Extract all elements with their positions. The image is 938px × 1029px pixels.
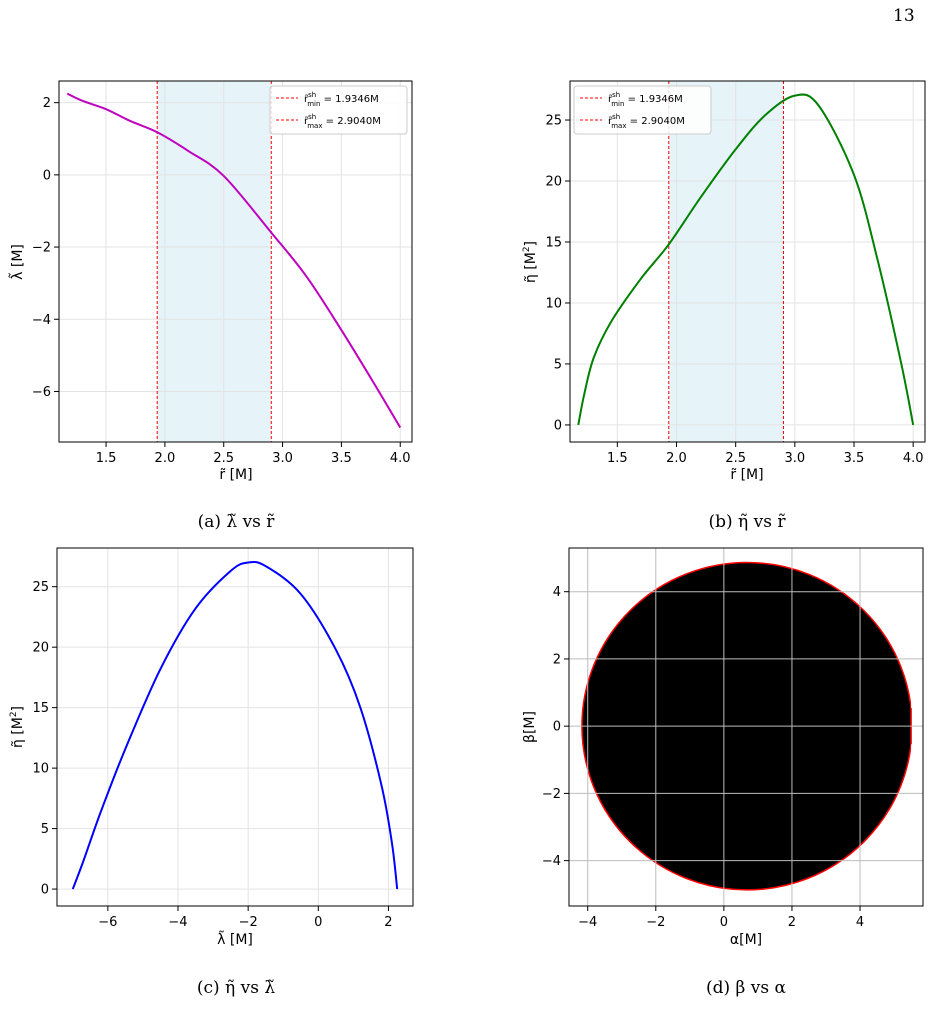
panel-d-xlabel: α[M] xyxy=(730,932,762,948)
x-tick-label: −2 xyxy=(646,915,665,930)
panel-c-plot xyxy=(57,548,413,906)
panel-b-ylabel: η̃ [M2] xyxy=(522,241,539,283)
x-tick-label: 2.0 xyxy=(666,451,687,466)
subfigure-captions: (a) λ̃ vs r̃ (b) η̃ vs r̃ (c) η̃ vs λ̃ (… xyxy=(197,512,787,998)
y-tick-label: 2 xyxy=(43,96,51,111)
panel-b-plot xyxy=(570,81,925,442)
x-tick-label: −4 xyxy=(578,915,597,930)
y-tick-label: −2 xyxy=(542,787,561,802)
panel-a-curve xyxy=(66,92,402,429)
shadow-region-band xyxy=(157,81,272,442)
y-tick-label: 0 xyxy=(43,168,51,183)
y-tick-label: 20 xyxy=(545,175,562,190)
panel-d-plot xyxy=(569,548,923,906)
panel-d-ylabel: β[M] xyxy=(522,711,538,743)
x-tick-label: 4 xyxy=(856,915,864,930)
x-tick-label: 0 xyxy=(314,915,322,930)
y-tick-label: 4 xyxy=(553,585,561,600)
caption-c: (c) η̃ vs λ̃ xyxy=(197,978,276,998)
x-tick-label: 3.0 xyxy=(272,451,293,466)
panel-d: −4 −2 0 2 4 4 2 0 −2 −4 α[M] β[M] xyxy=(522,547,924,948)
panel-b-curve xyxy=(577,93,915,426)
panel-d-frame xyxy=(568,547,924,907)
shadow-region-band xyxy=(668,81,784,442)
x-tick-label: 3.0 xyxy=(784,451,805,466)
x-tick-label: 3.5 xyxy=(844,451,865,466)
y-tick-label: 15 xyxy=(545,235,562,250)
caption-b: (b) η̃ vs r̃ xyxy=(708,512,786,532)
y-tick-label: 0 xyxy=(41,883,49,898)
y-tick-label: −4 xyxy=(542,854,561,869)
x-tick-label: −6 xyxy=(98,915,117,930)
panel-c-curve xyxy=(71,560,399,890)
legend-entry-rmax: r̃sh max = 2.9040M xyxy=(304,113,381,130)
y-tick-label: 20 xyxy=(32,641,49,656)
y-tick-label: 0 xyxy=(554,418,562,433)
x-tick-label: 0 xyxy=(720,915,728,930)
x-tick-label: 2.5 xyxy=(213,451,234,466)
x-tick-label: −2 xyxy=(239,915,258,930)
legend-entry-rmin: r̃sh min = 1.9346M xyxy=(608,91,683,108)
x-tick-label: 4.0 xyxy=(903,451,924,466)
x-tick-label: 2.0 xyxy=(155,451,176,466)
y-tick-label: −2 xyxy=(32,241,51,256)
y-tick-label: 5 xyxy=(41,822,49,837)
panel-b: 1.5 2.0 2.5 3.0 3.5 4.0 0 5 10 15 20 25 r̃sh min = 1… xyxy=(522,80,926,483)
x-tick-label: −4 xyxy=(168,915,187,930)
caption-a: (a) λ̃ vs r̃ xyxy=(198,512,276,532)
page-number: 13 xyxy=(893,6,915,26)
y-tick-label: −6 xyxy=(32,385,51,400)
legend-entry-rmax: r̃sh max = 2.9040M xyxy=(608,113,685,130)
y-tick-label: 2 xyxy=(553,652,561,667)
legend-entry-rmin: r̃sh min = 1.9346M xyxy=(304,91,379,108)
x-tick-label: 3.5 xyxy=(331,451,352,466)
panel-b-frame xyxy=(569,80,926,443)
panel-b-xlabel: r̃ [M] xyxy=(730,467,763,483)
x-tick-label: 4.0 xyxy=(390,451,411,466)
y-tick-label: 5 xyxy=(554,357,562,372)
y-tick-label: −4 xyxy=(32,313,51,328)
y-tick-label: 0 xyxy=(553,720,561,735)
panel-c-plot-area xyxy=(57,548,413,906)
x-tick-label: 1.5 xyxy=(96,451,117,466)
x-tick-label: 2.5 xyxy=(725,451,746,466)
panel-a-xlabel: r̃ [M] xyxy=(219,467,252,483)
panel-a-ylabel: λ̃ [M] xyxy=(8,244,26,280)
y-tick-label: 15 xyxy=(32,701,49,716)
panel-a-legend: r̃sh min = 1.9346M r̃sh max = 2.9040M xyxy=(269,85,408,135)
y-tick-label: 10 xyxy=(32,762,49,777)
panel-c-ylabel: η̃ [M2] xyxy=(9,706,26,748)
y-tick-label: 25 xyxy=(32,580,49,595)
panel-a-frame xyxy=(58,80,413,443)
y-tick-label: 10 xyxy=(545,296,562,311)
panel-c-frame xyxy=(56,547,414,907)
x-tick-label: 2 xyxy=(788,915,796,930)
panel-c-xlabel: λ̃ [M] xyxy=(217,930,253,948)
x-tick-label: 2 xyxy=(384,915,392,930)
panel-a-plot xyxy=(59,81,412,442)
x-tick-label: 1.5 xyxy=(607,451,628,466)
y-tick-label: 25 xyxy=(545,114,562,129)
panel-a: 1.5 2.0 2.5 3.0 3.5 4.0 2 0 −2 −4 −6 r̃sh min = 1.9… xyxy=(8,80,413,483)
panel-b-legend: r̃sh min = 1.9346M r̃sh max = 2.9040M xyxy=(573,85,712,135)
caption-d: (d) β vs α xyxy=(706,978,787,998)
